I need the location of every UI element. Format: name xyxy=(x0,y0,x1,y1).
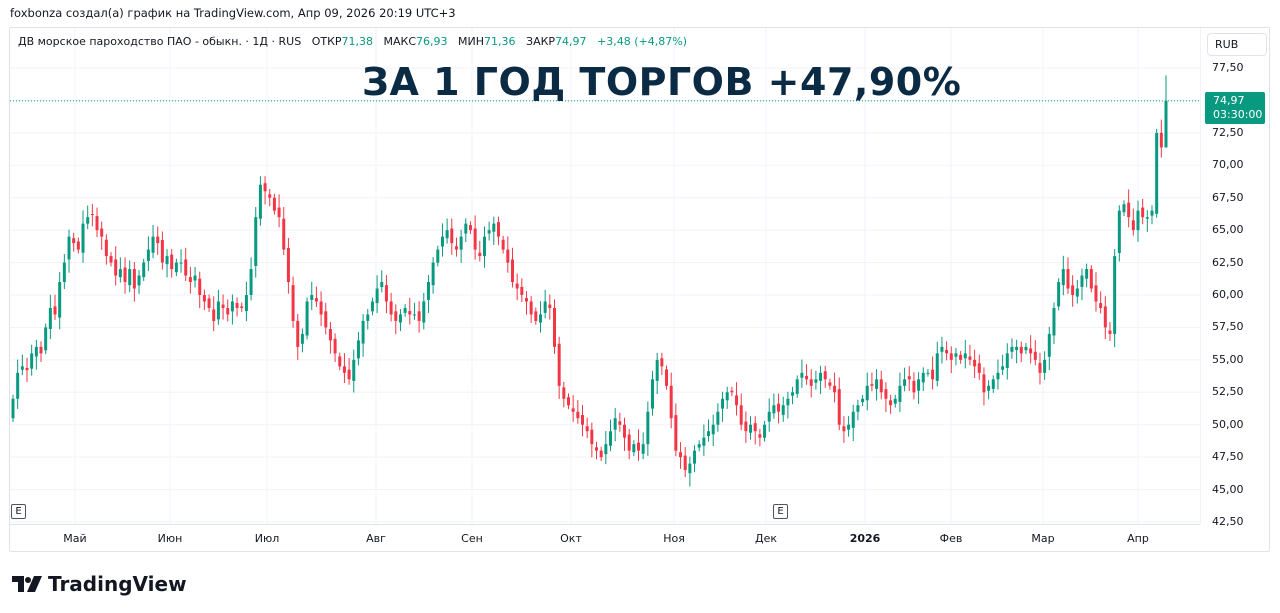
close-label: ЗАКР xyxy=(526,35,556,48)
price-tick-label: 42,50 xyxy=(1212,515,1244,528)
close-value: 74,97 xyxy=(555,35,587,48)
time-tick-label: Авг xyxy=(366,532,386,545)
price-tick-label: 67,50 xyxy=(1212,190,1244,204)
symbol-title[interactable]: ДВ морское пароходство ПАО - обыкн. · 1Д… xyxy=(18,35,302,48)
candlestick-series xyxy=(10,28,1200,524)
open-label: ОТКР xyxy=(311,35,342,48)
time-tick-label: Июн xyxy=(157,532,183,545)
currency-button[interactable]: RUB xyxy=(1207,33,1267,56)
time-tick-label: Дек xyxy=(754,532,778,545)
high-value: 76,93 xyxy=(416,35,448,48)
time-tick-label: Июл xyxy=(254,532,280,545)
time-tick-label: Май xyxy=(63,532,87,545)
price-tick-label: 65,00 xyxy=(1212,223,1244,237)
chart-credit: foxbonza создал(а) график на TradingView… xyxy=(10,6,456,20)
low-value: 71,36 xyxy=(484,35,516,48)
tradingview-logo-icon xyxy=(12,576,42,592)
time-tick-label: Апр xyxy=(1127,532,1149,545)
change-value: +3,48 (+4,87%) xyxy=(597,35,688,48)
price-tick-label: 57,50 xyxy=(1212,320,1244,334)
chart-frame xyxy=(9,27,1270,552)
high-label: МАКС xyxy=(383,35,417,48)
last-price-value: 74,97 xyxy=(1213,94,1245,107)
earnings-marker[interactable]: E xyxy=(11,504,26,519)
price-tick-label: 62,50 xyxy=(1212,255,1244,269)
time-axis[interactable] xyxy=(10,524,1200,552)
price-tick-label: 60,00 xyxy=(1212,288,1244,301)
time-tick-label: Мар xyxy=(1031,532,1055,545)
time-tick-label: Фев xyxy=(939,532,963,545)
chart-plot-area[interactable] xyxy=(10,28,1200,524)
price-tick-label: 52,50 xyxy=(1212,385,1244,399)
price-tick-label: 72,50 xyxy=(1212,125,1244,139)
time-tick-label: Окт xyxy=(560,532,582,545)
time-tick-label: 2026 xyxy=(849,532,881,545)
symbol-legend: ДВ морское пароходство ПАО - обыкн. · 1Д… xyxy=(18,35,687,48)
price-tick-label: 55,00 xyxy=(1212,352,1244,366)
open-value: 71,38 xyxy=(341,35,374,48)
price-tick-label: 50,00 xyxy=(1212,417,1244,431)
price-tick-label: 77,50 xyxy=(1212,61,1244,74)
price-axis[interactable] xyxy=(1200,28,1270,524)
low-label: МИН xyxy=(458,35,485,48)
headline-annotation: ЗА 1 ГОД ТОРГОВ +47,90% xyxy=(362,60,962,104)
price-tick-label: 45,00 xyxy=(1212,482,1244,496)
price-tick-label: 47,50 xyxy=(1212,450,1244,464)
time-tick-label: Ноя xyxy=(663,532,685,545)
tradingview-logo[interactable]: TradingView xyxy=(12,572,187,596)
earnings-marker[interactable]: E xyxy=(773,504,788,519)
time-tick-label: Сен xyxy=(461,532,483,545)
price-tick-label: 70,00 xyxy=(1212,158,1244,172)
last-price-badge: 74,97 03:30:00 xyxy=(1205,92,1265,124)
tradingview-logo-text: TradingView xyxy=(48,572,187,596)
bar-countdown: 03:30:00 xyxy=(1213,108,1263,121)
